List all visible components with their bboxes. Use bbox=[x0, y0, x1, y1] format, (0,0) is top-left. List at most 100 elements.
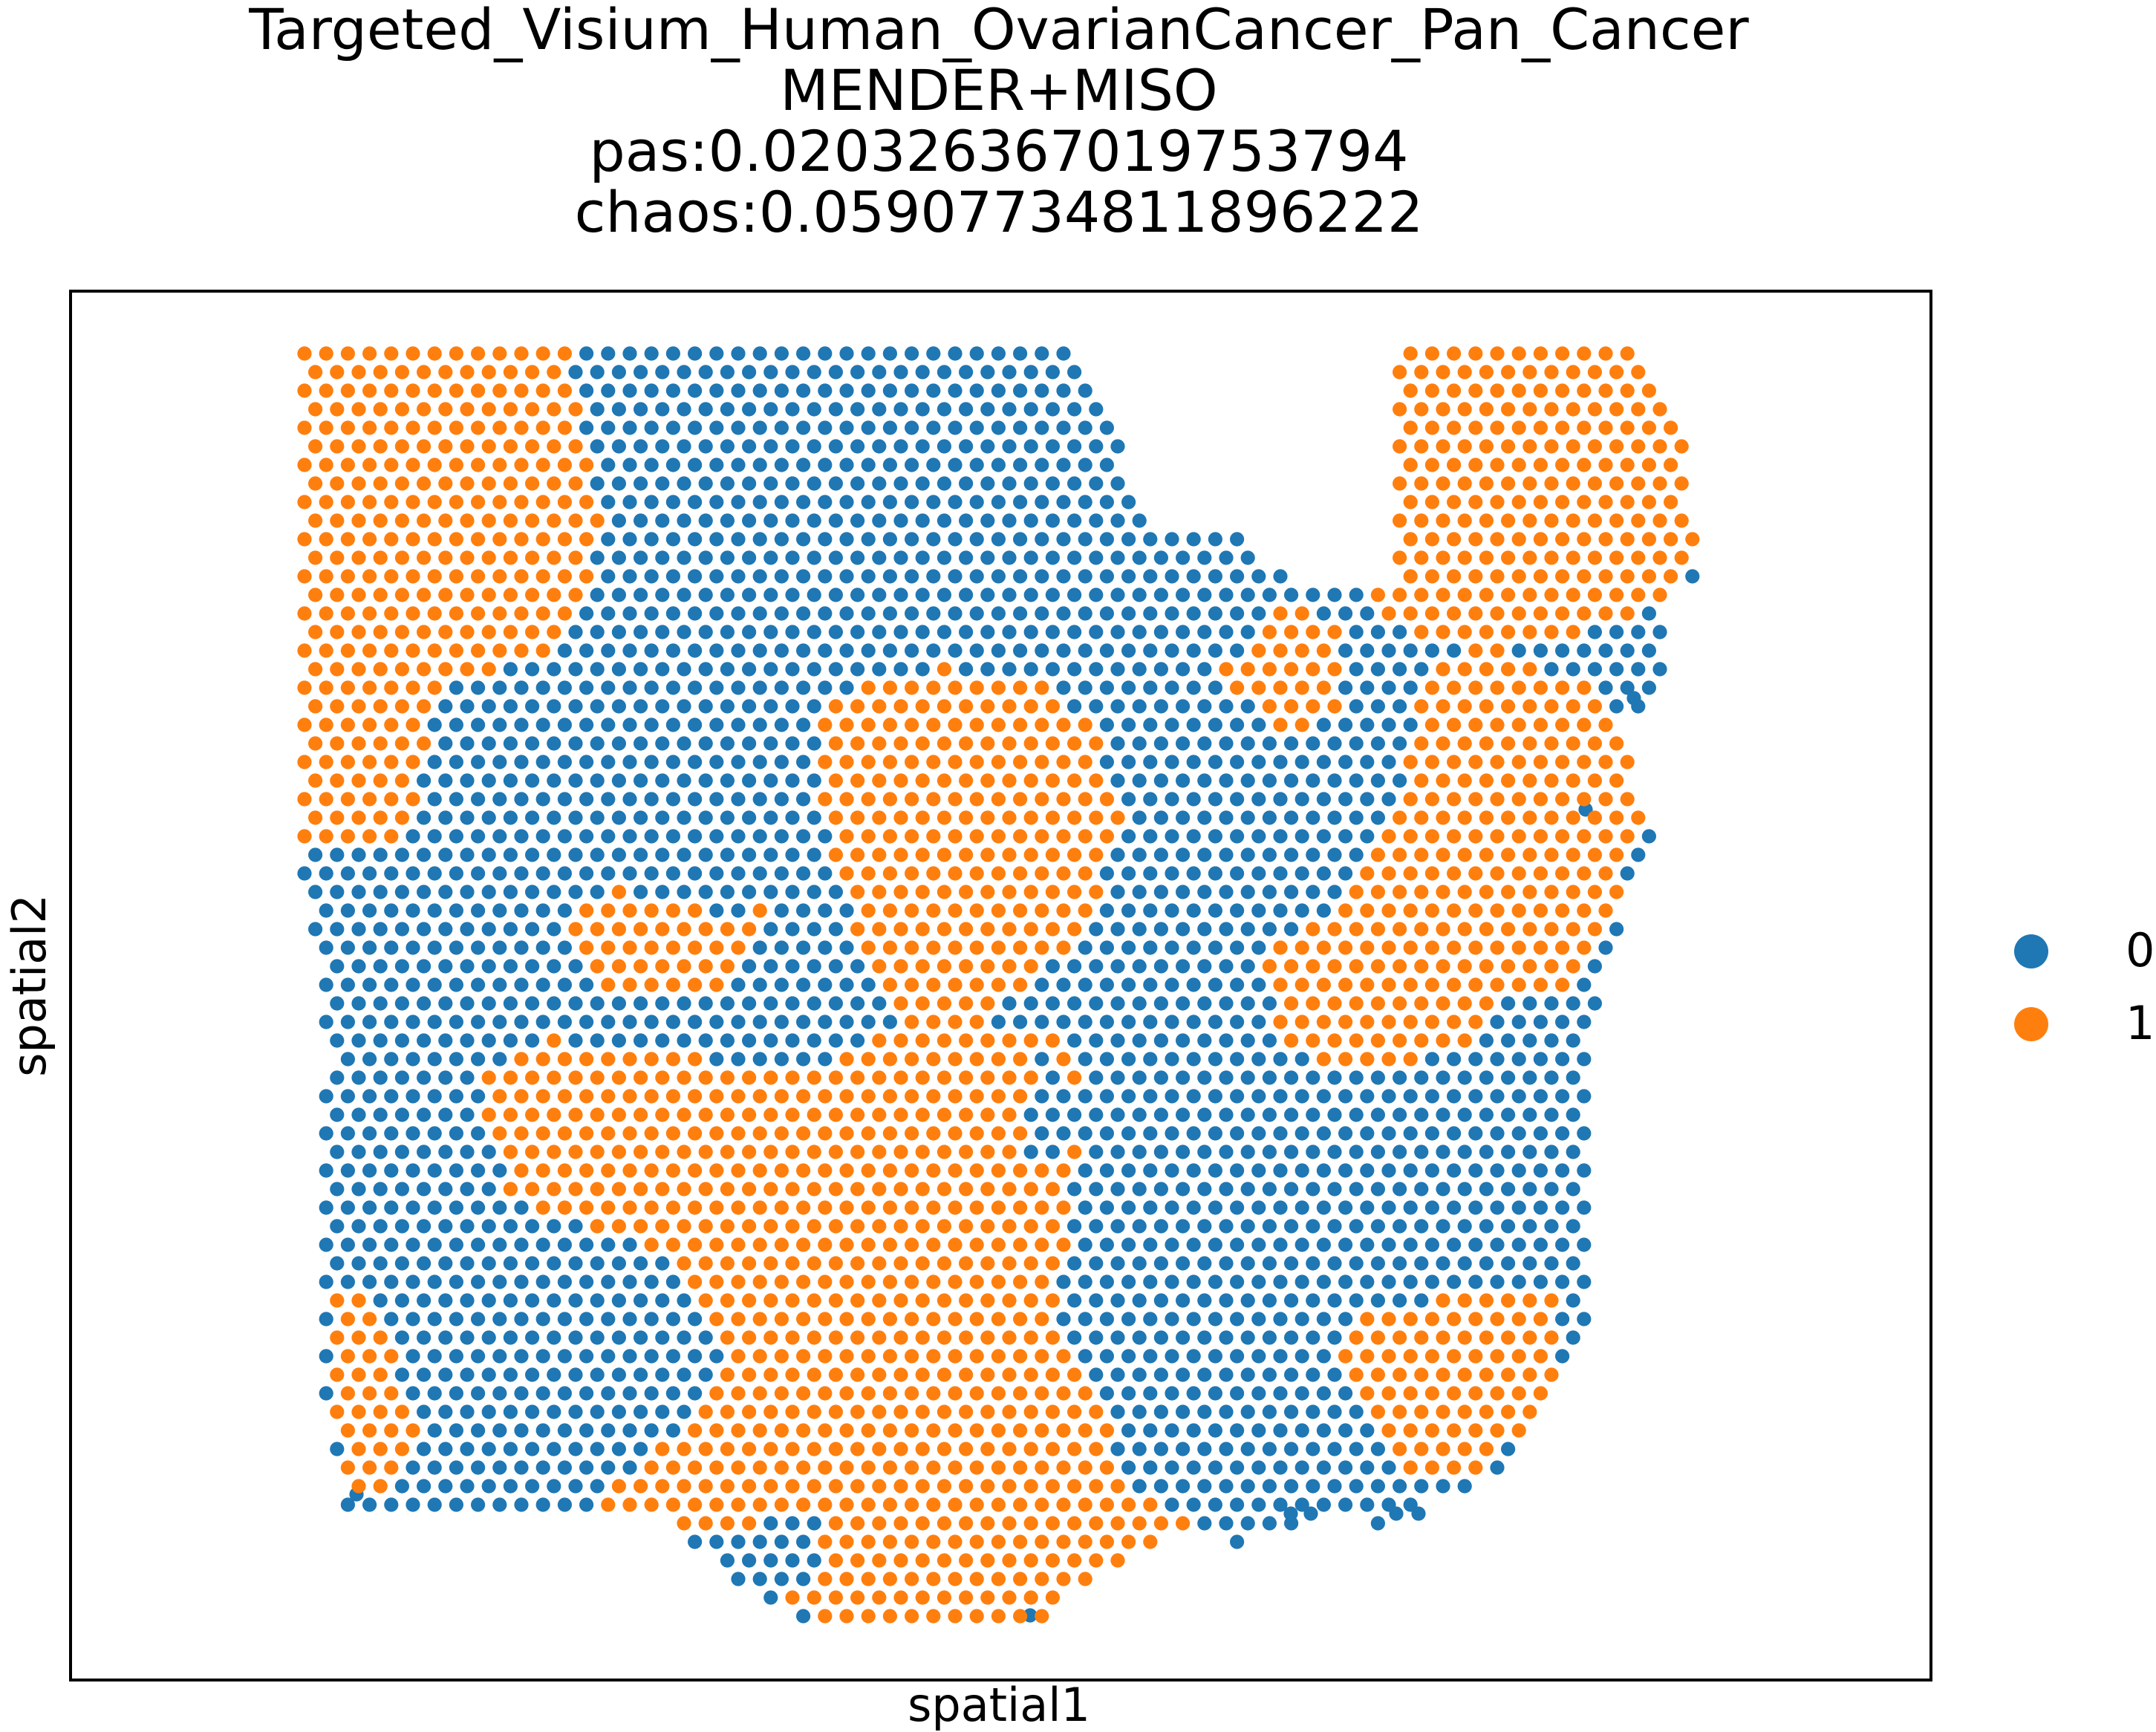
spot-cluster-0 bbox=[362, 940, 377, 955]
spot-cluster-1 bbox=[839, 866, 854, 881]
spot-cluster-1 bbox=[1447, 606, 1462, 621]
spot-cluster-0 bbox=[1620, 866, 1635, 881]
spot-cluster-0 bbox=[1089, 587, 1104, 602]
spot-cluster-0 bbox=[1023, 587, 1038, 602]
spot-cluster-0 bbox=[622, 717, 637, 732]
spot-cluster-1 bbox=[1338, 903, 1353, 918]
spot-cluster-1 bbox=[796, 1312, 811, 1326]
spot-cluster-0 bbox=[1393, 1070, 1407, 1085]
spot-cluster-0 bbox=[471, 792, 486, 807]
spot-cluster-1 bbox=[1457, 662, 1472, 677]
spot-cluster-1 bbox=[1447, 1312, 1462, 1326]
spot-cluster-0 bbox=[384, 1126, 399, 1141]
spot-cluster-0 bbox=[991, 643, 1006, 658]
spot-cluster-1 bbox=[1544, 476, 1559, 491]
spot-cluster-1 bbox=[1013, 755, 1028, 769]
spot-cluster-0 bbox=[449, 1274, 464, 1289]
spot-cluster-1 bbox=[1360, 1312, 1375, 1326]
spot-cluster-1 bbox=[688, 1274, 703, 1289]
spot-cluster-0 bbox=[763, 587, 778, 602]
y-axis-label: spatial2 bbox=[2, 894, 56, 1077]
spot-cluster-0 bbox=[655, 847, 670, 862]
spot-cluster-1 bbox=[882, 1089, 897, 1104]
spot-cluster-1 bbox=[438, 587, 453, 602]
spot-cluster-1 bbox=[991, 1534, 1006, 1549]
spot-cluster-0 bbox=[1479, 1145, 1494, 1159]
spot-cluster-1 bbox=[384, 458, 399, 472]
spot-cluster-0 bbox=[557, 1386, 573, 1401]
spot-cluster-1 bbox=[1555, 532, 1570, 547]
spot-cluster-0 bbox=[449, 1200, 464, 1215]
spot-cluster-0 bbox=[1338, 680, 1353, 695]
spot-cluster-1 bbox=[308, 476, 323, 491]
spot-cluster-0 bbox=[601, 866, 616, 881]
spot-cluster-0 bbox=[644, 1015, 659, 1029]
spot-cluster-0 bbox=[417, 773, 431, 788]
spot-cluster-1 bbox=[525, 402, 540, 417]
spot-cluster-0 bbox=[319, 977, 333, 992]
spot-cluster-1 bbox=[677, 1107, 691, 1122]
spot-cluster-0 bbox=[373, 1033, 388, 1048]
spot-cluster-0 bbox=[384, 1497, 399, 1512]
spot-cluster-0 bbox=[774, 977, 789, 992]
spot-cluster-0 bbox=[1273, 1237, 1288, 1252]
spot-cluster-1 bbox=[1457, 922, 1472, 937]
spot-cluster-1 bbox=[1533, 755, 1548, 769]
spot-cluster-1 bbox=[1067, 1367, 1082, 1382]
spot-cluster-0 bbox=[1555, 1237, 1570, 1252]
spot-cluster-0 bbox=[677, 810, 691, 825]
spot-cluster-0 bbox=[525, 1479, 540, 1494]
spot-cluster-1 bbox=[319, 495, 333, 509]
spot-cluster-1 bbox=[872, 1479, 887, 1494]
spot-cluster-1 bbox=[1219, 662, 1234, 677]
spot-cluster-0 bbox=[438, 699, 453, 714]
spot-cluster-0 bbox=[1143, 532, 1158, 547]
spot-cluster-1 bbox=[1013, 1497, 1028, 1512]
spot-cluster-0 bbox=[1544, 1219, 1559, 1234]
spot-cluster-0 bbox=[611, 1256, 627, 1271]
spot-cluster-0 bbox=[1457, 1219, 1472, 1234]
spot-cluster-1 bbox=[1544, 513, 1559, 528]
spot-cluster-0 bbox=[709, 458, 724, 472]
spot-cluster-1 bbox=[427, 383, 442, 398]
spot-cluster-0 bbox=[807, 625, 821, 639]
spot-cluster-1 bbox=[1501, 625, 1516, 639]
spot-cluster-0 bbox=[1208, 1349, 1222, 1364]
spot-cluster-0 bbox=[1533, 1089, 1548, 1104]
spot-cluster-0 bbox=[915, 662, 930, 677]
spot-cluster-0 bbox=[394, 847, 410, 862]
spot-cluster-0 bbox=[1685, 569, 1700, 584]
spot-cluster-1 bbox=[882, 1312, 897, 1326]
spot-cluster-1 bbox=[1045, 1219, 1060, 1234]
spot-cluster-1 bbox=[969, 829, 984, 844]
spot-cluster-0 bbox=[1186, 792, 1201, 807]
spot-cluster-0 bbox=[677, 402, 691, 417]
spot-cluster-0 bbox=[796, 829, 811, 844]
spot-cluster-1 bbox=[330, 773, 345, 788]
spot-cluster-1 bbox=[872, 959, 887, 974]
spot-cluster-1 bbox=[1414, 1367, 1429, 1382]
spot-cluster-1 bbox=[828, 1145, 843, 1159]
spot-cluster-0 bbox=[1197, 699, 1212, 714]
spot-cluster-0 bbox=[547, 1256, 561, 1271]
spot-cluster-0 bbox=[872, 402, 887, 417]
spot-cluster-0 bbox=[1316, 1126, 1331, 1141]
spot-cluster-1 bbox=[1262, 662, 1277, 677]
spot-cluster-1 bbox=[1436, 1033, 1450, 1048]
spot-cluster-0 bbox=[1577, 1089, 1592, 1104]
spot-cluster-1 bbox=[394, 773, 410, 788]
spot-cluster-1 bbox=[1522, 736, 1537, 751]
spot-cluster-1 bbox=[492, 383, 507, 398]
spot-cluster-1 bbox=[937, 736, 951, 751]
spot-cluster-0 bbox=[460, 922, 475, 937]
spot-cluster-1 bbox=[417, 736, 431, 751]
spot-cluster-0 bbox=[406, 977, 420, 992]
spot-cluster-1 bbox=[688, 1237, 703, 1252]
spot-cluster-1 bbox=[351, 439, 366, 454]
spot-cluster-0 bbox=[861, 977, 876, 992]
spot-cluster-1 bbox=[557, 495, 573, 509]
spot-cluster-1 bbox=[427, 420, 442, 435]
spot-cluster-1 bbox=[818, 1609, 833, 1624]
spot-cluster-0 bbox=[634, 885, 648, 899]
spot-cluster-0 bbox=[547, 959, 561, 974]
